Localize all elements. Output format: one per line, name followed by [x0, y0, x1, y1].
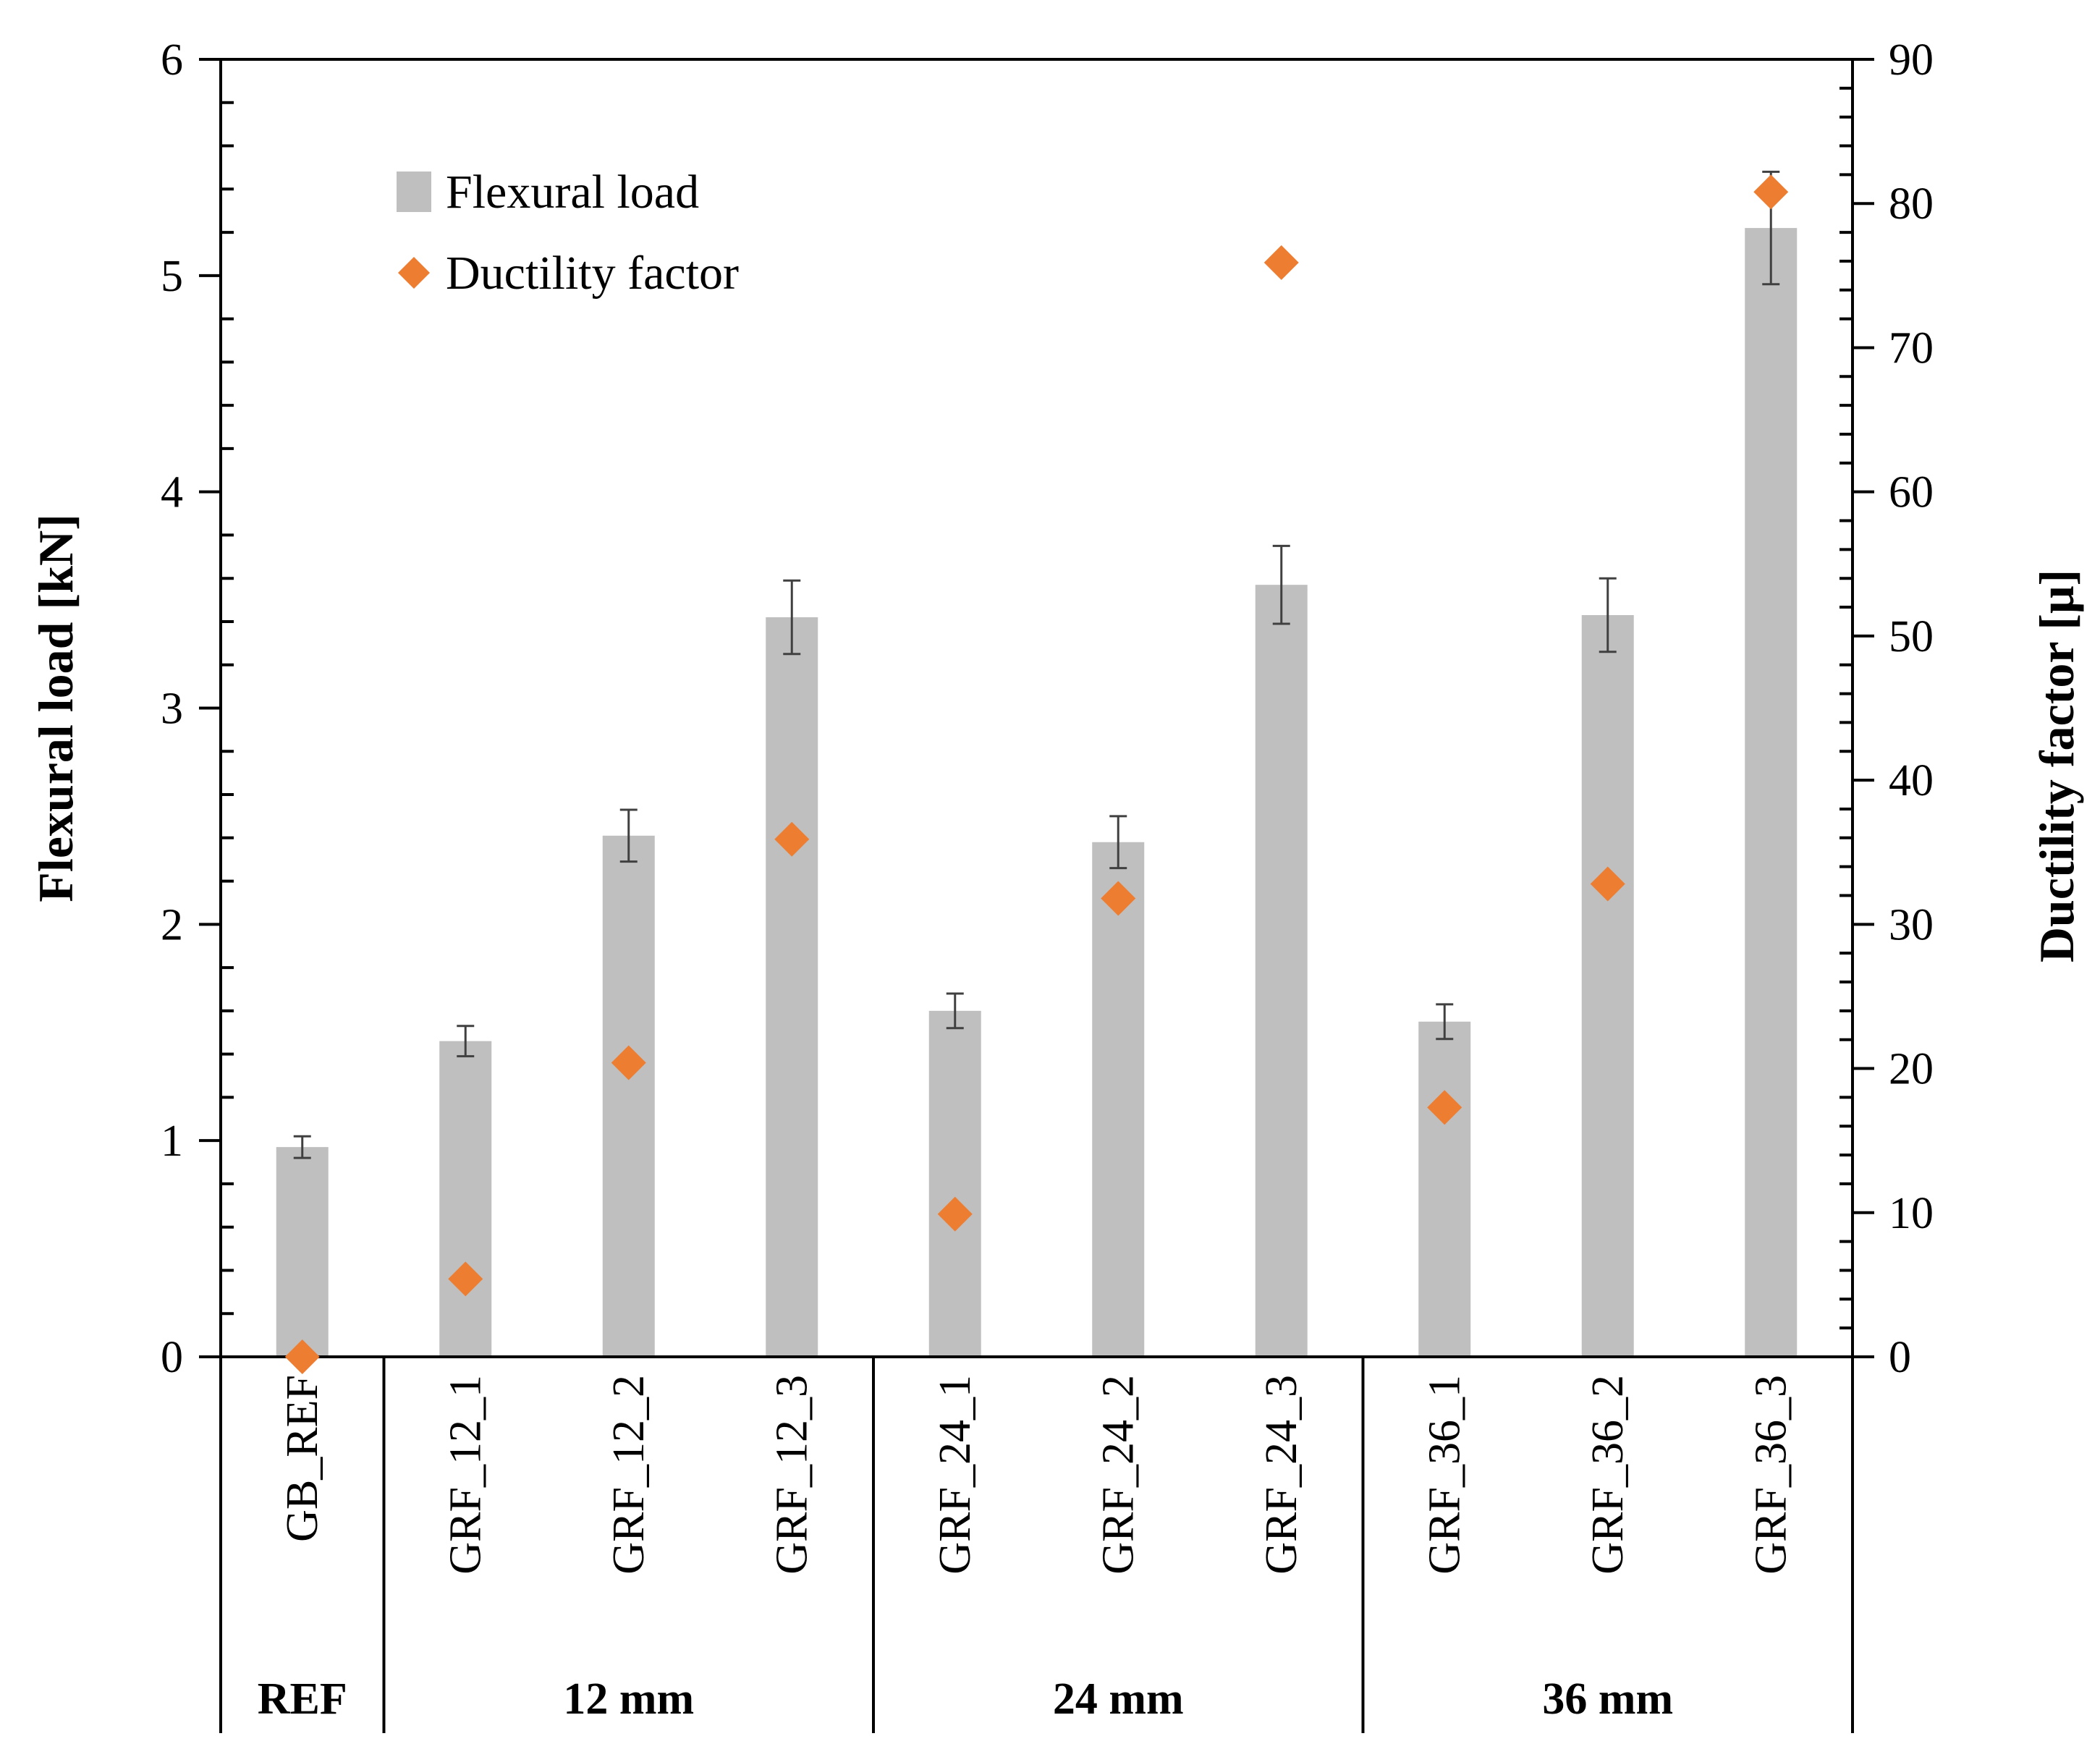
bar-GRF_36_2	[1581, 615, 1634, 1357]
group-label-3: 36 mm	[1542, 1675, 1673, 1724]
y-left-tick-label: 5	[161, 252, 183, 301]
group-label-0: REF	[258, 1675, 347, 1724]
bar-GRF_24_3	[1255, 585, 1308, 1357]
y-axis-right-title: Ductility factor [μ]	[2029, 570, 2084, 962]
marker-GRF_24_1	[937, 1196, 973, 1232]
y-right-tick-label: 10	[1889, 1189, 1934, 1238]
x-tick-label-GRF_36_1: GRF_36_1	[1420, 1375, 1469, 1575]
y-right-tick-label: 90	[1889, 35, 1934, 85]
legend-swatch-flexural-load	[397, 172, 431, 212]
y-right-tick-label: 80	[1889, 179, 1934, 229]
bar-GRF_12_3	[766, 617, 818, 1357]
marker-GRF_12_1	[448, 1261, 483, 1297]
y-left-tick-label: 0	[161, 1333, 183, 1382]
y-left-tick-label: 3	[161, 685, 183, 734]
x-tick-label-GB_REF: GB_REF	[278, 1375, 327, 1542]
x-tick-label-GRF_24_1: GRF_24_1	[931, 1375, 980, 1575]
marker-GRF_24_3	[1263, 245, 1299, 280]
bar-GB_REF	[276, 1147, 329, 1357]
x-tick-label-GRF_12_3: GRF_12_3	[767, 1375, 816, 1575]
bar-series	[276, 228, 1798, 1358]
x-tick-label-GRF_24_3: GRF_24_3	[1257, 1375, 1306, 1575]
y-left-tick-label: 1	[161, 1117, 183, 1166]
group-label-1: 12 mm	[563, 1675, 694, 1724]
y-left-tick-label: 2	[161, 900, 183, 949]
bar-GRF_24_2	[1092, 842, 1145, 1357]
y-right-tick-label: 40	[1889, 756, 1934, 805]
legend: Flexural load Ductility factor	[397, 166, 739, 300]
bar-GRF_36_3	[1745, 228, 1798, 1358]
axis-titles: Flexural load [kN] Ductility factor [μ]	[28, 514, 2084, 962]
group-label-2: 24 mm	[1053, 1675, 1184, 1724]
marker-GRF_12_3	[774, 821, 810, 857]
marker-GRF_24_2	[1101, 881, 1136, 916]
y-left-tick-label: 6	[161, 35, 183, 85]
bar-GRF_36_1	[1418, 1021, 1471, 1357]
y-right-tick-label: 0	[1889, 1333, 1911, 1382]
x-tick-label-GRF_12_2: GRF_12_2	[604, 1375, 653, 1575]
y-right-tick-label: 30	[1889, 900, 1934, 949]
x-tick-label-GRF_36_3: GRF_36_3	[1746, 1375, 1795, 1575]
legend-swatch-ductility-factor	[398, 257, 430, 289]
y-right-tick-label: 20	[1889, 1045, 1934, 1094]
bar-GRF_24_1	[928, 1010, 981, 1357]
scatter-series	[284, 174, 1789, 1374]
y-left-tick-label: 4	[161, 468, 183, 517]
legend-label-ductility-factor: Ductility factor	[446, 247, 739, 300]
marker-GRF_36_2	[1590, 866, 1625, 902]
marker-GRF_12_2	[611, 1045, 646, 1080]
x-tick-label-GRF_24_2: GRF_24_2	[1093, 1375, 1143, 1575]
error-bar-series	[293, 170, 1780, 1159]
bar-GRF_12_2	[602, 835, 655, 1357]
x-tick-label-GRF_36_2: GRF_36_2	[1583, 1375, 1633, 1575]
y-right-tick-label: 60	[1889, 468, 1934, 517]
y-axis-left-title: Flexural load [kN]	[28, 514, 83, 902]
bar-GRF_12_1	[439, 1041, 492, 1357]
x-tick-label-GRF_12_1: GRF_12_1	[441, 1375, 490, 1575]
y-right-tick-label: 50	[1889, 612, 1934, 661]
marker-GRF_36_3	[1753, 174, 1789, 210]
marker-GRF_36_1	[1427, 1090, 1462, 1125]
legend-label-flexural-load: Flexural load	[446, 166, 699, 219]
marker-GB_REF	[284, 1339, 320, 1374]
y-right-tick-label: 70	[1889, 323, 1934, 373]
